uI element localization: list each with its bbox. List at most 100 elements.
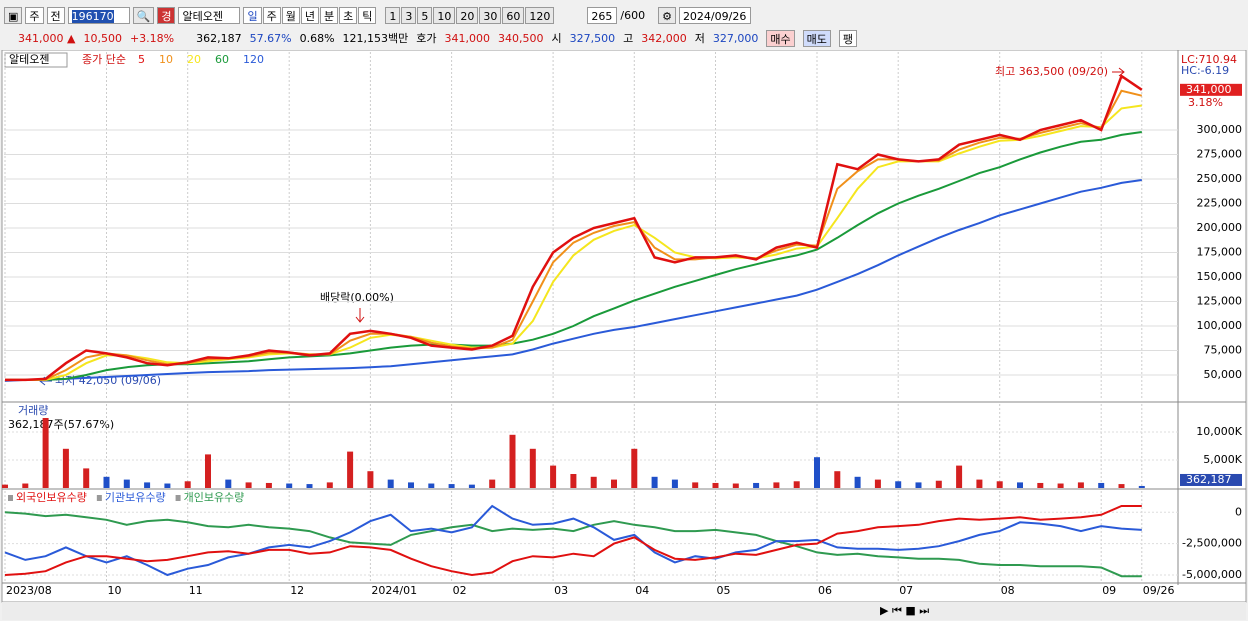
volume-bar [814, 457, 820, 488]
x-tick-label: 12 [290, 584, 304, 597]
y-tick-label: -2,500,000 [1182, 537, 1242, 550]
y-tick-label: 300,000 [1197, 123, 1243, 136]
volume-bar [529, 448, 536, 488]
x-tick-label: 09 [1102, 584, 1116, 597]
stock-name[interactable]: 알테오젠 [178, 6, 241, 24]
period-button[interactable]: 주 [262, 6, 281, 24]
volume-bar [1077, 482, 1084, 488]
date[interactable]: 2024/09/26 [678, 6, 751, 24]
prev[interactable]: 전 [46, 6, 65, 24]
volume-bar [671, 479, 678, 488]
volume-bar [205, 454, 211, 488]
volume-bar [184, 481, 191, 488]
volume-bar [265, 482, 272, 488]
interval-button[interactable]: 120 [525, 6, 555, 24]
volume-bar [62, 448, 69, 488]
volume-bar [428, 483, 435, 488]
legend-prefix: 종가 단순 [82, 53, 126, 66]
extra[interactable]: 팽 [838, 29, 858, 47]
volume-bar [326, 482, 333, 488]
series-line [4, 179, 1142, 382]
lc-label: LC:710.94 [1181, 53, 1237, 66]
period-button[interactable]: 월 [281, 6, 300, 24]
volume-bar [1138, 485, 1145, 488]
y-tick-label: 150,000 [1197, 270, 1243, 283]
arrow [1112, 67, 1125, 77]
code[interactable]: 196170 [67, 6, 130, 24]
series-line [4, 505, 1142, 577]
volume-bar [123, 479, 130, 488]
volume-bar [1118, 484, 1125, 488]
volume-bar [793, 481, 800, 488]
interval-button[interactable]: 20 [456, 6, 479, 24]
interval-button[interactable]: 10 [433, 6, 456, 24]
volume-bar [225, 479, 232, 488]
legend-swatch [96, 495, 102, 501]
volume-bar [895, 481, 902, 488]
volume-bar [489, 479, 496, 488]
scroll-controls[interactable]: ▶ ⏮ ■ ⏭ [880, 604, 929, 617]
period-button[interactable]: 일 [243, 6, 262, 24]
interval-button[interactable]: 1 [385, 6, 401, 24]
intervals: 1 3 5 10 20 30 60 120 [385, 6, 555, 24]
buy[interactable]: 매수 [766, 29, 795, 47]
volume-bar [773, 482, 780, 488]
interval-button[interactable]: 5 [417, 6, 433, 24]
legend-entry: 5 [138, 53, 145, 66]
sell[interactable]: 매도 [802, 29, 831, 47]
x-tick-label: 10 [108, 584, 122, 597]
code-text: 196170 [71, 9, 114, 23]
volume-bar [408, 482, 414, 488]
badge: 경 [157, 6, 176, 24]
low: 327,000 [712, 31, 759, 45]
open-label: 시 [551, 32, 562, 45]
volume-bar [306, 484, 313, 488]
volume-bar [448, 484, 455, 488]
volume-bar [286, 483, 293, 488]
x-tick-label: 02 [453, 584, 467, 597]
interval-button[interactable]: 60 [502, 6, 525, 24]
legend-entry: 외국인보유수량 [16, 491, 87, 504]
period-button[interactable]: 년 [300, 6, 319, 24]
change-pct: +3.18% [129, 31, 175, 45]
volume-bar [590, 476, 597, 488]
volume-bar [387, 479, 394, 488]
period-button[interactable]: 초 [339, 6, 358, 24]
y-tick-label: 10,000K [1196, 425, 1242, 438]
volume-bar [1057, 483, 1064, 488]
volume-bar [83, 468, 90, 488]
interval-button[interactable]: 30 [479, 6, 502, 24]
volume-bar [712, 482, 719, 488]
amount: 121,153백만 [342, 32, 409, 45]
icon[interactable]: ▣ [4, 6, 23, 24]
period-type[interactable]: 주 [25, 6, 44, 24]
price-box [1180, 83, 1242, 96]
period-button[interactable]: 틱 [358, 6, 377, 24]
tool[interactable]: ⚙ [658, 6, 676, 24]
interval-button[interactable]: 3 [401, 6, 417, 24]
volume-bar [976, 479, 983, 488]
legend-entry: 기관보유수량 [105, 491, 166, 504]
low-label: 저 [694, 32, 705, 45]
volume-bar [996, 481, 1003, 488]
volume-bar [509, 434, 516, 488]
volume-bar [753, 482, 760, 488]
volume-bar [570, 474, 577, 488]
period-button[interactable]: 분 [319, 6, 339, 24]
volume-bar [347, 451, 354, 488]
y-tick-label: 200,000 [1197, 221, 1243, 234]
price-label: 341,000 [1186, 83, 1232, 96]
x-tick-label: 11 [189, 584, 203, 597]
annotation: 배당락(0.00%) [320, 291, 394, 304]
search[interactable]: 🔍 [132, 6, 155, 24]
change-label: 3.18% [1188, 96, 1223, 109]
y-tick-label: 225,000 [1197, 197, 1243, 210]
volume-bar [245, 482, 252, 488]
count[interactable]: 265 [587, 6, 618, 24]
x-tick-label: 05 [717, 584, 731, 597]
scrollbar[interactable] [2, 602, 1246, 620]
x-tick-label: 2024/01 [371, 584, 417, 597]
x-tick-label: 09/26 [1143, 584, 1175, 597]
